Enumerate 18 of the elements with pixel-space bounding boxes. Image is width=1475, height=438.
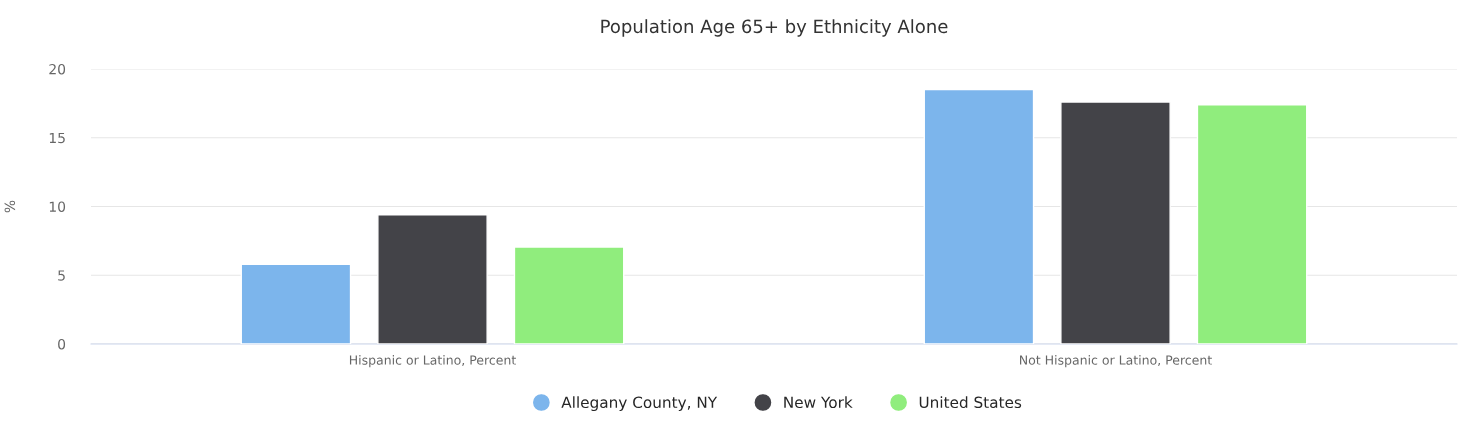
bar [1060,101,1171,344]
chart-title: Population Age 65+ by Ethnicity Alone [601,19,948,37]
y-tick-label: 20 [49,63,66,75]
x-tick-label: Not Hispanic or Latino, Percent [1020,355,1212,368]
y-tick-label: 0 [58,338,66,350]
legend-label: New York [784,396,853,409]
legend-label: United States [919,396,1022,409]
y-tick-label: 5 [58,270,65,281]
bar [240,263,352,344]
bar [377,214,488,344]
y-tick-label: 15 [49,132,65,144]
bar [513,246,625,344]
x-tick-label: Hispanic or Latino, Percent [349,355,516,368]
bar [923,88,1035,344]
bar [1196,104,1308,344]
y-axis-title: % [4,200,16,213]
legend-label: Allegany County, NY [561,396,718,412]
y-tick-label: 10 [49,201,66,212]
